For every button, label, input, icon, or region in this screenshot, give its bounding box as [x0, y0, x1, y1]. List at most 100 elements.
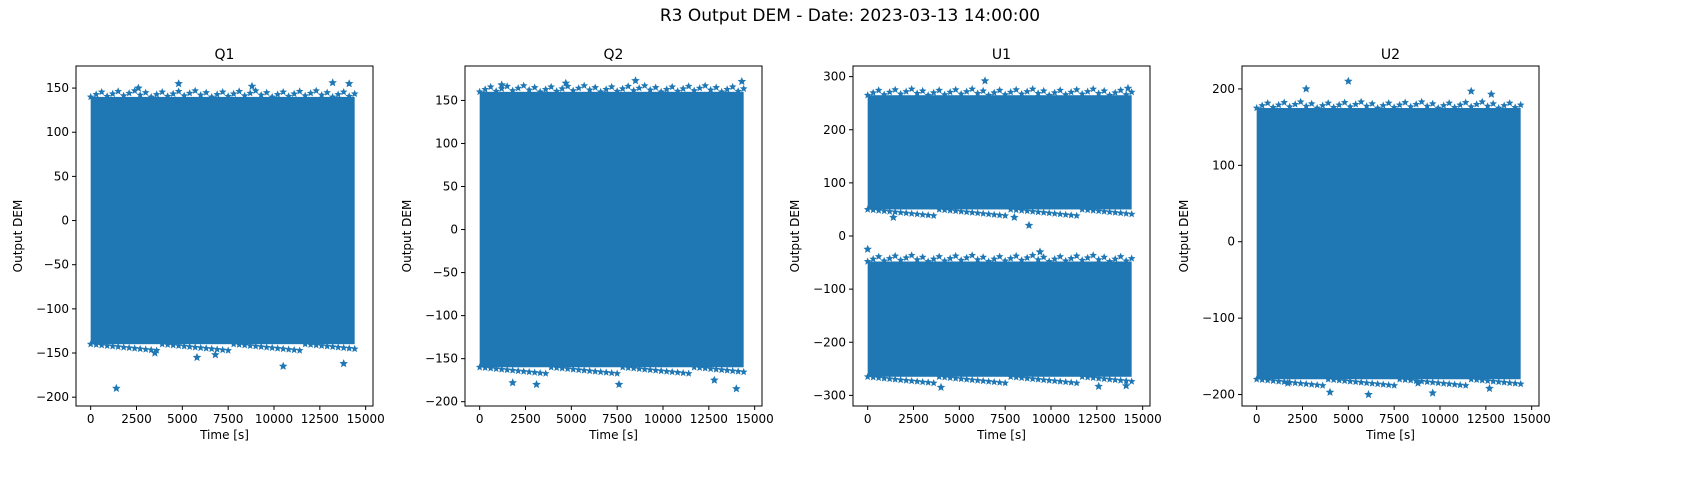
data-point: [334, 90, 342, 98]
data-point: [1357, 97, 1365, 106]
data-point: [536, 369, 544, 377]
data-point: [896, 256, 905, 264]
data-point: [1340, 98, 1349, 106]
subplot-u2: 0 2500 5000 7500 10000 12500 15000 −200 −100 0 100…: [1177, 47, 1551, 442]
data-point: [935, 372, 943, 380]
data-point: [1252, 375, 1261, 383]
y-axis-label: Output DEM: [1177, 200, 1191, 273]
data-point: [1094, 207, 1103, 215]
data-point: [885, 254, 894, 262]
data-point: [262, 343, 271, 351]
data-point: [273, 90, 282, 98]
outlier-point: [737, 77, 747, 86]
data-point: [913, 210, 921, 218]
data-point: [701, 81, 709, 89]
data-point: [1072, 211, 1081, 219]
data-point: [1017, 90, 1026, 98]
y-tick-label: 100: [823, 176, 846, 190]
data-point: [990, 88, 998, 96]
y-tick-label: 200: [1212, 82, 1235, 96]
data-point: [602, 368, 610, 376]
data-point: [328, 92, 337, 101]
data-point: [968, 208, 976, 216]
data-point: [323, 88, 331, 96]
data-point: [229, 89, 238, 98]
data-point: [1105, 208, 1114, 216]
data-point: [1494, 377, 1503, 386]
data-point: [880, 90, 888, 98]
data-point: [240, 341, 249, 349]
data-point: [536, 87, 544, 96]
x-axis-label: Time [s]: [1365, 428, 1415, 442]
subplot-title: U2: [1381, 47, 1400, 63]
data-point: [673, 87, 682, 95]
data-point: [946, 206, 954, 214]
data-point: [580, 366, 588, 374]
x-tick-label: 2500: [1287, 412, 1318, 426]
data-point: [929, 211, 938, 219]
subplot-q2: 0 2500 5000 7500 10000 12500 15000 −200 −150 −100…: [400, 47, 774, 442]
data-point: [317, 91, 326, 99]
data-point: [552, 363, 561, 371]
data-point: [869, 255, 877, 263]
data-point: [1028, 374, 1037, 383]
data-point: [1412, 100, 1420, 108]
x-tick-label: 12500: [301, 412, 339, 426]
data-point: [646, 86, 654, 94]
data-point: [1351, 377, 1360, 386]
data-point: [739, 368, 748, 376]
data-point: [574, 84, 583, 92]
y-tick-label: 150: [435, 93, 458, 107]
data-point: [1489, 99, 1497, 107]
data-point: [229, 340, 238, 348]
data-point: [624, 363, 632, 371]
y-tick-label: 150: [46, 81, 69, 95]
data-point: [1329, 375, 1338, 383]
outlier-point: [1094, 381, 1103, 390]
data-point: [684, 82, 693, 90]
data-point: [885, 88, 894, 96]
x-tick-label: 12500: [690, 412, 728, 426]
data-point: [1489, 377, 1497, 385]
data-point: [1313, 104, 1321, 112]
data-point: [1100, 207, 1108, 215]
data-point: [1056, 377, 1064, 385]
data-point: [1078, 256, 1086, 264]
data-point: [624, 82, 632, 90]
data-point: [728, 82, 737, 91]
data-point: [990, 210, 998, 218]
data-point: [585, 366, 594, 375]
data-point: [874, 206, 883, 214]
data-point: [1285, 102, 1294, 110]
axes-frame: [464, 65, 763, 407]
subplot-title: U1: [992, 47, 1011, 63]
data-point: [1012, 85, 1020, 93]
outlier-point: [532, 380, 541, 389]
data-point: [1122, 90, 1130, 98]
data-point: [191, 86, 199, 94]
data-point: [1500, 378, 1508, 386]
data-point: [946, 254, 954, 262]
data-band-1: [479, 91, 744, 368]
y-tick-label: 0: [450, 223, 458, 237]
outlier-point: [1364, 390, 1373, 399]
data-band-1: [90, 96, 355, 345]
data-point: [995, 86, 1004, 94]
data-point: [990, 255, 998, 263]
data-point: [1061, 90, 1070, 98]
data-point: [1362, 102, 1371, 110]
data-point: [1039, 208, 1048, 216]
data-point: [486, 364, 495, 372]
data-point: [279, 344, 287, 353]
data-point: [706, 364, 715, 373]
data-point: [907, 209, 916, 217]
data-point: [1483, 102, 1492, 110]
data-point: [1105, 375, 1114, 383]
data-point: [1269, 103, 1277, 111]
data-point: [1050, 377, 1059, 385]
data-point: [141, 345, 150, 353]
outlier-point: [174, 79, 183, 88]
data-point: [1100, 253, 1108, 261]
data-point: [962, 208, 971, 216]
outlier-point: [344, 79, 354, 88]
